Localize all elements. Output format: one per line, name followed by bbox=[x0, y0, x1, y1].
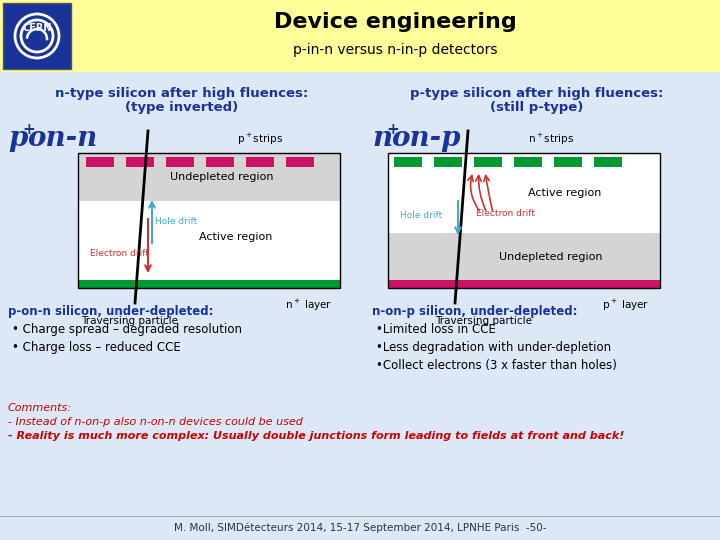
Bar bbox=[394, 157, 422, 167]
Text: Electron drift: Electron drift bbox=[476, 208, 535, 218]
Text: n$^+$strips: n$^+$strips bbox=[528, 131, 575, 146]
Bar bbox=[246, 157, 274, 167]
Text: (still p-type): (still p-type) bbox=[490, 101, 584, 114]
Text: p: p bbox=[8, 125, 27, 152]
Text: • Charge spread – degraded resolution: • Charge spread – degraded resolution bbox=[12, 323, 242, 336]
Text: - Reality is much more complex: Usually double junctions form leading to fields : - Reality is much more complex: Usually … bbox=[8, 431, 624, 441]
Bar bbox=[206, 157, 234, 167]
Bar bbox=[78, 153, 340, 201]
Text: n$^+$ layer: n$^+$ layer bbox=[285, 298, 333, 313]
Bar bbox=[78, 280, 340, 288]
Text: on-p: on-p bbox=[391, 125, 461, 152]
Text: •Collect electrons (3 x faster than holes): •Collect electrons (3 x faster than hole… bbox=[376, 359, 617, 372]
Text: • Charge loss – reduced CCE: • Charge loss – reduced CCE bbox=[12, 341, 181, 354]
Text: Traversing particle: Traversing particle bbox=[435, 316, 531, 326]
Text: Electron drift: Electron drift bbox=[90, 248, 149, 258]
Bar bbox=[166, 157, 194, 167]
Text: Traversing particle: Traversing particle bbox=[81, 316, 179, 326]
Bar bbox=[388, 153, 660, 233]
Bar bbox=[554, 157, 582, 167]
Bar bbox=[388, 233, 660, 280]
Bar bbox=[286, 157, 314, 167]
Text: Hole drift: Hole drift bbox=[400, 211, 442, 219]
Bar bbox=[474, 157, 502, 167]
Text: M. Moll, SIMDétecteurs 2014, 15-17 September 2014, LPNHE Paris  -50-: M. Moll, SIMDétecteurs 2014, 15-17 Septe… bbox=[174, 523, 546, 534]
Text: •Limited loss in CCE: •Limited loss in CCE bbox=[376, 323, 496, 336]
Text: +: + bbox=[386, 123, 399, 138]
Bar bbox=[78, 201, 340, 280]
Bar bbox=[388, 280, 660, 288]
Text: CERN: CERN bbox=[22, 23, 52, 33]
Text: - Instead of n-on-p also n-on-n devices could be used: - Instead of n-on-p also n-on-n devices … bbox=[8, 417, 303, 427]
Text: Undepleted region: Undepleted region bbox=[171, 172, 274, 182]
Text: n-type silicon after high fluences:: n-type silicon after high fluences: bbox=[55, 87, 309, 100]
Text: p-type silicon after high fluences:: p-type silicon after high fluences: bbox=[410, 87, 664, 100]
Bar bbox=[3, 3, 71, 69]
Bar bbox=[434, 157, 462, 167]
Text: p$^+$ layer: p$^+$ layer bbox=[602, 298, 649, 313]
Text: •Less degradation with under-depletion: •Less degradation with under-depletion bbox=[376, 341, 611, 354]
Text: Active region: Active region bbox=[199, 232, 272, 241]
Text: n: n bbox=[372, 125, 392, 152]
Text: on-n: on-n bbox=[27, 125, 97, 152]
Text: p-on-n silicon, under-depleted:: p-on-n silicon, under-depleted: bbox=[8, 305, 214, 318]
Text: Hole drift: Hole drift bbox=[155, 217, 197, 226]
Bar bbox=[126, 157, 154, 167]
Text: Active region: Active region bbox=[528, 188, 601, 198]
Bar bbox=[388, 153, 660, 288]
Text: (type inverted): (type inverted) bbox=[125, 101, 238, 114]
Bar bbox=[0, 0, 720, 72]
Bar bbox=[594, 157, 622, 167]
Bar bbox=[78, 153, 340, 288]
Text: Undepleted region: Undepleted region bbox=[500, 252, 603, 261]
Bar bbox=[86, 157, 114, 167]
Bar bbox=[514, 157, 542, 167]
Text: n-on-p silicon, under-depleted:: n-on-p silicon, under-depleted: bbox=[372, 305, 577, 318]
Text: Device engineering: Device engineering bbox=[274, 12, 516, 32]
Text: p$^+$strips: p$^+$strips bbox=[237, 131, 283, 146]
Text: p-in-n versus n-in-p detectors: p-in-n versus n-in-p detectors bbox=[293, 43, 498, 57]
Text: +: + bbox=[22, 123, 35, 138]
Text: Comments:: Comments: bbox=[8, 403, 72, 413]
